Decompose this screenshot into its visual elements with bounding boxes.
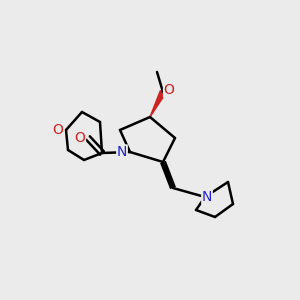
Text: O: O <box>164 83 174 97</box>
Text: O: O <box>75 131 86 145</box>
Text: N: N <box>202 190 212 204</box>
Polygon shape <box>150 91 166 117</box>
Text: N: N <box>117 145 127 159</box>
Text: O: O <box>52 123 63 137</box>
